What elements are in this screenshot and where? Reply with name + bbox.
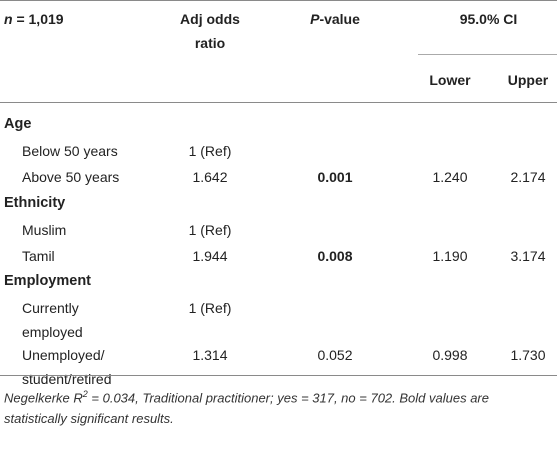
- header-adj-odds-ratio: Adj odds ratio: [180, 11, 240, 51]
- ci-upper-cell: 3.174: [510, 248, 546, 264]
- category-label: Ethnicity: [4, 195, 66, 211]
- row-label-line: Below 50 years: [22, 143, 118, 159]
- ci-rule: [418, 54, 557, 55]
- odds-ratio-cell: 1.642: [192, 169, 228, 185]
- row-label-line: Currently: [22, 300, 79, 316]
- top-rule: [0, 0, 557, 1]
- p-value-cell: 0.052: [317, 347, 353, 363]
- row-label: Muslim: [22, 220, 66, 240]
- odds-ratio-cell: 1.944: [192, 248, 228, 264]
- row-label: Tamil: [22, 246, 55, 266]
- row-label-line: Muslim: [22, 222, 67, 238]
- header-lower: Lower: [429, 72, 471, 88]
- odds-ratio-cell: 1.314: [192, 347, 228, 363]
- odds-ratio-cell: 1 (Ref): [188, 300, 232, 316]
- header-p-value: P-value: [310, 11, 360, 27]
- category-label: Age: [4, 116, 32, 132]
- category-label: Employment: [4, 273, 92, 289]
- row-label: Currently employed: [22, 298, 83, 342]
- row-label-line: Unemployed/: [22, 347, 105, 363]
- footnote: Negelkerke R2 = 0.034, Traditional pract…: [4, 389, 489, 427]
- p-value-cell: 0.008: [317, 248, 353, 264]
- p-value-cell: 0.001: [317, 169, 353, 185]
- row-label: Above 50 years: [22, 167, 119, 187]
- header-n: n = 1,019: [4, 11, 64, 27]
- row-label-line: employed: [22, 324, 83, 340]
- header-rule: [0, 102, 557, 103]
- ci-upper-cell: 1.730: [510, 347, 546, 363]
- row-label: Unemployed/student/retired: [22, 345, 112, 389]
- row-label: Below 50 years: [22, 141, 118, 161]
- ci-lower-cell: 1.240: [432, 169, 468, 185]
- ci-lower-cell: 0.998: [432, 347, 468, 363]
- header-ci: 95.0% CI: [459, 11, 518, 27]
- ci-lower-cell: 1.190: [432, 248, 468, 264]
- odds-ratio-cell: 1 (Ref): [188, 222, 232, 238]
- ci-upper-cell: 2.174: [510, 169, 546, 185]
- row-label-line: Above 50 years: [22, 169, 120, 185]
- odds-ratio-cell: 1 (Ref): [188, 143, 232, 159]
- header-upper: Upper: [507, 72, 549, 88]
- row-label-line: Tamil: [22, 248, 55, 264]
- bottom-rule: [0, 375, 557, 376]
